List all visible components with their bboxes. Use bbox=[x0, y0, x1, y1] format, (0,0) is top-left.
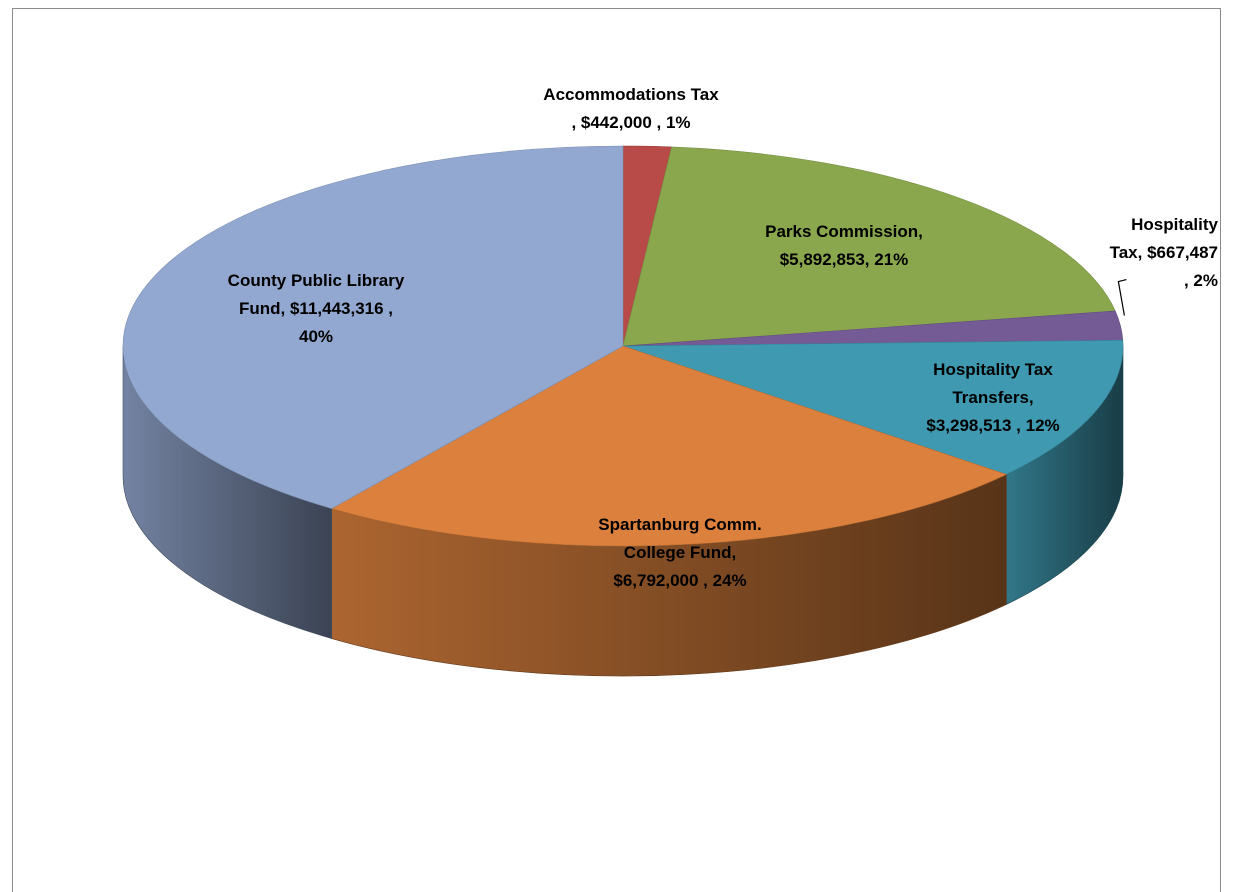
pie-top-slices bbox=[122, 145, 1124, 547]
label-hospitality-tax: Hospitality Tax, $667,487 , 2% bbox=[1110, 215, 1219, 290]
pie-slice-county-public-library-fund bbox=[122, 145, 624, 509]
label-line: $6,792,000 , 24% bbox=[613, 571, 746, 590]
label-county-public-library-fund: County Public Library Fund, $11,443,316 ,… bbox=[228, 271, 405, 346]
leader-line-hospitality-tax bbox=[1117, 278, 1127, 316]
label-line: Fund, $11,443,316 , bbox=[239, 299, 393, 318]
label-line: Accommodations Tax bbox=[543, 85, 719, 104]
label-line: Spartanburg Comm. bbox=[598, 515, 761, 534]
label-line: County Public Library bbox=[228, 271, 405, 290]
label-parks-commission: Parks Commission, $5,892,853, 21% bbox=[765, 222, 923, 269]
label-line: College Fund, bbox=[624, 543, 736, 562]
label-accommodations-tax: Accommodations Tax , $442,000 , 1% bbox=[543, 85, 719, 132]
label-hospitality-tax-transfers: Hospitality Tax Transfers, $3,298,513 , 12… bbox=[926, 360, 1059, 435]
pie-slice-parks-commission bbox=[622, 146, 1116, 347]
label-line: $5,892,853, 21% bbox=[780, 250, 909, 269]
label-line: Tax, $667,487 bbox=[1110, 243, 1218, 262]
pie-slice-spartanburg-comm-college-fund bbox=[330, 345, 1008, 547]
pie-slice-hospitality-tax-transfers bbox=[622, 339, 1124, 475]
slice-labels: Accommodations Tax , $442,000 , 1% Parks C… bbox=[228, 85, 1219, 590]
label-line: Parks Commission, bbox=[765, 222, 923, 241]
label-line: Hospitality Tax bbox=[933, 360, 1053, 379]
label-line: 40% bbox=[299, 327, 333, 346]
leader-lines bbox=[1117, 278, 1127, 316]
label-line: , $442,000 , 1% bbox=[571, 113, 690, 132]
label-line: Transfers, bbox=[952, 388, 1033, 407]
label-spartanburg-comm-college-fund: Spartanburg Comm. College Fund, $6,792,000… bbox=[598, 515, 761, 590]
label-line: Hospitality bbox=[1131, 215, 1218, 234]
label-line: $3,298,513 , 12% bbox=[926, 416, 1059, 435]
label-line: , 2% bbox=[1184, 271, 1218, 290]
